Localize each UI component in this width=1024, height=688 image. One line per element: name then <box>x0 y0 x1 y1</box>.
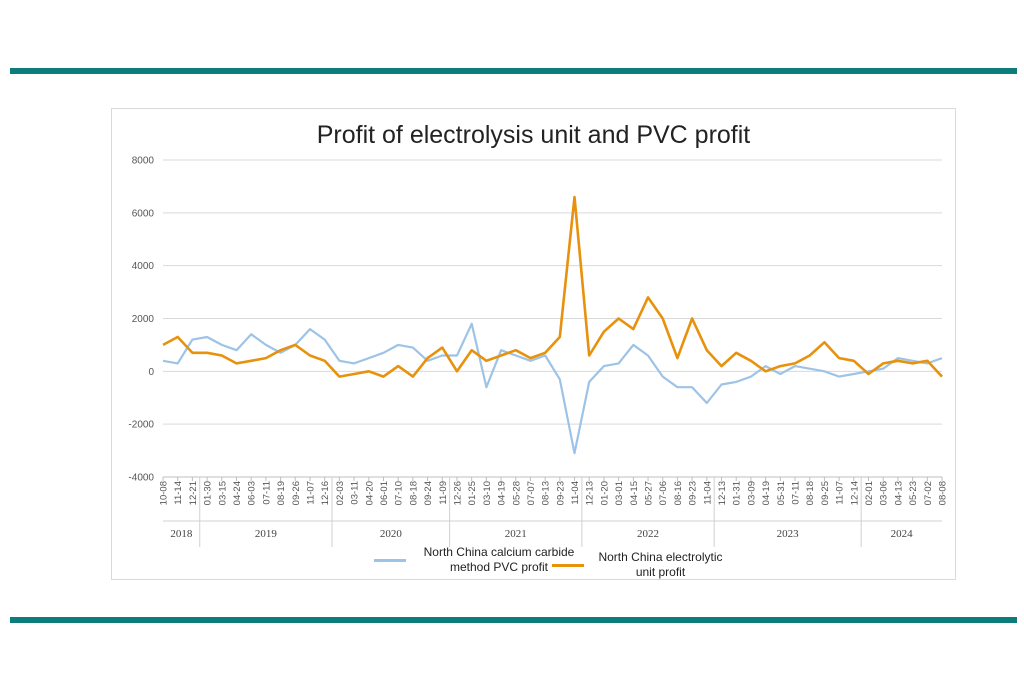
x-tick-label: 04-13 <box>893 481 904 505</box>
x-tick-label: 12-13 <box>585 481 596 505</box>
x-tick-label: 05-28 <box>511 481 522 505</box>
legend-label-series2: North China electrolytic unit profit <box>598 550 723 579</box>
x-tick-label: 09-26 <box>291 481 302 505</box>
x-tick-label: 03-15 <box>217 481 228 505</box>
chart-title: Profit of electrolysis unit and PVC prof… <box>316 121 751 149</box>
y-tick-label: 4000 <box>132 261 155 272</box>
x-tick-label: 07-06 <box>658 481 669 505</box>
x-tick-label: 12-14 <box>849 481 860 505</box>
x-tick-label: 09-23 <box>688 481 699 505</box>
year-label: 2024 <box>891 528 914 540</box>
legend-label-series1: North China calcium carbide method PVC p… <box>423 545 575 574</box>
year-label: 2023 <box>777 528 800 540</box>
x-tick-label: 03-10 <box>482 481 493 505</box>
y-tick-label: -2000 <box>128 420 154 431</box>
x-tick-label: 03-01 <box>614 481 625 505</box>
x-tick-label: 05-27 <box>644 481 655 505</box>
year-label: 2021 <box>505 528 527 540</box>
x-tick-label: 12-26 <box>452 481 463 505</box>
year-label: 2020 <box>380 528 403 540</box>
y-tick-label: 8000 <box>132 156 155 167</box>
legend-swatch-series2 <box>552 563 584 567</box>
x-tick-label: 02-03 <box>335 481 346 505</box>
x-tick-label: 08-13 <box>541 481 552 505</box>
x-tick-label: 09-23 <box>555 481 566 505</box>
x-tick-label: 07-02 <box>923 481 934 505</box>
x-tick-label: 04-19 <box>497 481 508 505</box>
top-divider <box>10 68 1017 74</box>
legend-item-series2: North China electrolytic unit profit <box>552 550 733 580</box>
y-tick-label: 0 <box>148 367 154 378</box>
x-tick-label: 07-11 <box>261 481 272 505</box>
x-tick-label: 12-21 <box>188 481 199 505</box>
x-tick-label: 06-03 <box>247 481 258 505</box>
x-tick-label: 03-09 <box>746 481 757 505</box>
x-tick-label: 07-07 <box>526 481 537 505</box>
x-tick-label: 03-06 <box>879 481 890 505</box>
x-tick-label: 08-18 <box>408 481 419 505</box>
chart-frame: Profit of electrolysis unit and PVC prof… <box>111 108 956 580</box>
x-tick-label: 09-25 <box>820 481 831 505</box>
x-tick-label: 07-10 <box>394 481 405 505</box>
x-tick-label: 04-15 <box>629 481 640 505</box>
x-tick-label: 09-24 <box>423 481 434 505</box>
x-tick-label: 04-20 <box>364 481 375 505</box>
x-tick-label: 08-08 <box>938 481 949 505</box>
x-tick-label: 11-14 <box>173 481 184 505</box>
bottom-divider <box>10 617 1017 623</box>
x-tick-label: 01-25 <box>467 481 478 505</box>
x-tick-label: 11-04 <box>702 481 713 505</box>
x-tick-label: 06-01 <box>379 481 390 505</box>
x-tick-label: 01-20 <box>599 481 610 505</box>
chart-svg: 8000 6000 4000 2000 0 -2000 -4000 10-08 11-14 12-… <box>128 156 949 547</box>
year-label: 2022 <box>637 528 659 540</box>
x-tick-label: 12-13 <box>717 481 728 505</box>
legend-swatch-series1 <box>374 558 406 562</box>
x-tick-label: 03-11 <box>350 481 361 505</box>
x-tick-label: 11-07 <box>305 481 316 505</box>
x-tick-label: 08-16 <box>673 481 684 505</box>
year-label: 2019 <box>255 528 277 540</box>
y-tick-label: -4000 <box>128 473 154 484</box>
y-tick-label: 2000 <box>132 314 155 325</box>
x-tick-label: 08-19 <box>276 481 287 505</box>
x-tick-label: 05-23 <box>908 481 919 505</box>
x-tick-label: 01-30 <box>203 481 214 505</box>
x-tick-label: 02-01 <box>864 481 875 505</box>
x-tick-label: 12-16 <box>320 481 331 505</box>
year-label: 2018 <box>170 528 193 540</box>
series-line-2 <box>162 195 943 378</box>
y-tick-label: 6000 <box>132 208 155 219</box>
x-tick-label: 10-08 <box>159 481 170 505</box>
x-tick-label: 11-04 <box>570 481 581 505</box>
x-tick-label: 04-19 <box>761 481 772 505</box>
x-tick-label: 11-07 <box>835 481 846 505</box>
x-tick-label: 05-31 <box>776 481 787 505</box>
x-tick-label: 01-31 <box>732 481 743 505</box>
x-tick-label: 08-18 <box>805 481 816 505</box>
x-tick-label: 07-11 <box>791 481 802 505</box>
x-tick-label: 11-09 <box>438 481 449 505</box>
x-tick-label: 04-24 <box>232 481 243 505</box>
legend-item-series1: North China calcium carbide method PVC p… <box>374 545 588 575</box>
